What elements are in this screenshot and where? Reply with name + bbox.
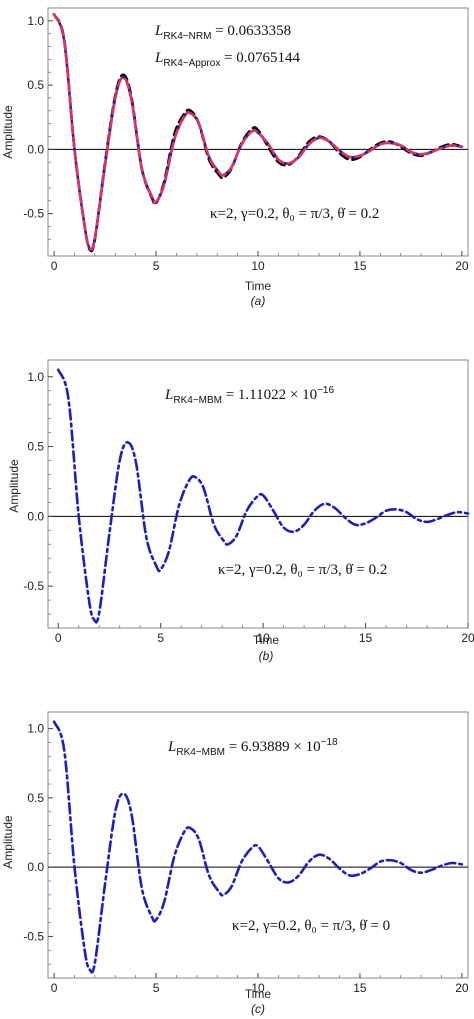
panel-a-content: 0 5 10 15 20 -0.5 0.0 0.5 1.0	[23, 13, 469, 273]
panel-c-xtick-label-5: 5	[153, 981, 160, 995]
panel-c-xlabel: Time	[245, 987, 272, 1001]
panel-a-params: κ=2, γ=0.2, θ₀ = π/3, θ̇ = 0.2	[210, 206, 379, 222]
panel-b-xlabel: Time	[253, 633, 280, 647]
panel-b-ann1-exp: −16	[317, 385, 334, 396]
panel-a-xtick-label-10: 10	[251, 259, 265, 273]
panel-a-annotation-2: LRK4−Approx = 0.0765144	[154, 50, 301, 69]
panel-b-ytick-label-1: 0.0	[27, 509, 44, 523]
panel-a-ann2-main: L	[154, 50, 163, 66]
panel-b-ann1-main: L	[164, 387, 173, 403]
panel-a-ann1-sub: RK4−NRM	[163, 31, 211, 42]
panel-b-ann1-value: = 1.11022 × 10	[222, 387, 317, 403]
panel-b-ylabel: Amplitude	[7, 459, 21, 513]
panel-b-ytick-label-3: 1.0	[27, 370, 44, 384]
panel-c-ann1-value: = 6.93889 × 10	[225, 739, 321, 755]
panel-a-xtick-label-15: 15	[353, 259, 367, 273]
panel-c-content: 0 5 10 15 20 -0.5 0.0 0.5 1.0	[23, 720, 469, 995]
panel-a-xlabel: Time	[245, 279, 272, 293]
panel-b-series-mbm	[56, 368, 470, 624]
panel-b: 0 5 10 15 20 -0.5 0.0 0.5 1.0 Time (b) Amplitude…	[7, 359, 474, 663]
panel-b-xtick-label-5: 5	[157, 631, 164, 645]
panel-c-series-mbm	[52, 720, 464, 974]
panel-b-label: (b)	[259, 649, 274, 663]
panel-a-xtick-label-20: 20	[455, 259, 469, 273]
panel-c-ytick-label-0: -0.5	[23, 929, 44, 943]
panel-a-ann1-main: L	[154, 23, 163, 39]
panel-b-ytick-label-0: -0.5	[23, 579, 44, 593]
panel-c-ann1-exp: −18	[321, 737, 338, 748]
panel-a-label: (a)	[251, 294, 266, 308]
panel-c-ytick-label-3: 1.0	[27, 722, 44, 736]
panel-a-ann2-value: = 0.0765144	[220, 50, 300, 66]
panel-a-ann2-sub: RK4−Approx	[163, 58, 220, 69]
panel-a-ann1-value: = 0.0633358	[211, 23, 291, 39]
panel-c-params: κ=2, γ=0.2, θ₀ = π/3, θ̇ = 0	[232, 918, 390, 934]
panel-b-ann1-sub: RK4−MBM	[173, 395, 222, 406]
panel-c-label: (c)	[251, 1002, 265, 1016]
panel-a-series-nrm	[52, 13, 464, 251]
panel-b-ytick-label-2: 0.5	[27, 440, 44, 454]
panel-a-ytick-label-3: 1.0	[27, 14, 44, 28]
panel-b-xtick-label-15: 15	[359, 631, 373, 645]
panel-a-annotation-1: LRK4−NRM = 0.0633358	[154, 23, 291, 42]
panel-c-ytick-label-1: 0.0	[27, 860, 44, 874]
panel-b-xtick-label-0: 0	[55, 631, 62, 645]
panel-b-xtick-label-20: 20	[461, 631, 474, 645]
panel-a-ylabel: Amplitude	[1, 105, 15, 159]
panel-c-xtick-label-0: 0	[51, 981, 58, 995]
panel-c-xtick-label-10: 10	[251, 981, 265, 995]
panel-b-annotation-1: LRK4−MBM = 1.11022 × 10−16	[164, 385, 334, 406]
panel-c-ann1-main: L	[167, 739, 176, 755]
panel-c-xtick-label-20: 20	[455, 981, 469, 995]
panel-a-xtick-label-5: 5	[153, 259, 160, 273]
panel-c-xtick-label-15: 15	[353, 981, 367, 995]
panel-c-ytick-label-2: 0.5	[27, 791, 44, 805]
panel-a-ytick-label-1: 0.0	[27, 142, 44, 156]
panel-a-xtick-label-0: 0	[51, 259, 58, 273]
panel-c: 0 5 10 15 20 -0.5 0.0 0.5 1.0 Time (c) Amplitude…	[1, 711, 469, 1016]
panel-b-frame	[47, 359, 469, 629]
panel-c-ann1-sub: RK4−MBM	[176, 747, 225, 758]
panel-b-xtick-label-10: 10	[256, 631, 270, 645]
panel-b-content: 0 5 10 15 20 -0.5 0.0 0.5 1.0	[23, 368, 474, 645]
panel-c-annotation-1: LRK4−MBM = 6.93889 × 10−18	[167, 737, 338, 758]
panel-b-params: κ=2, γ=0.2, θ₀ = π/3, θ̇ = 0.2	[218, 562, 387, 578]
panel-a: 0 5 10 15 20 -0.5 0.0 0.5 1.0 Time (a) Amplitude…	[1, 7, 469, 308]
panel-a-ytick-label-0: -0.5	[23, 207, 44, 221]
panel-a-ytick-label-2: 0.5	[27, 78, 44, 92]
panel-c-ylabel: Amplitude	[1, 815, 15, 869]
